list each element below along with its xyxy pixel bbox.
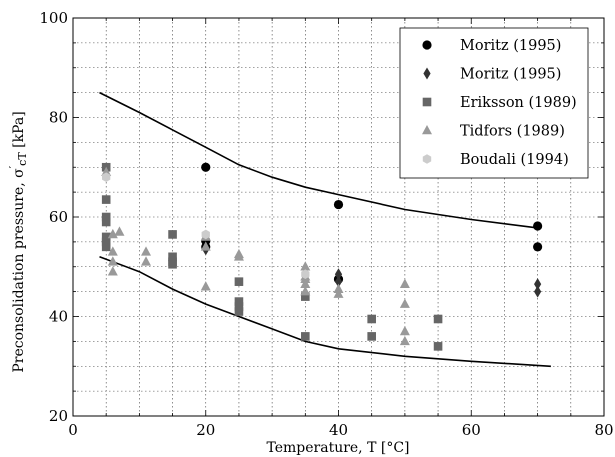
data-point-triangle (141, 246, 152, 256)
data-point-triangle (200, 281, 211, 291)
y-tick-label: 80 (49, 109, 68, 127)
data-point-circle (201, 162, 211, 172)
data-point-triangle (300, 278, 311, 288)
data-point-hexagon (102, 172, 111, 182)
data-point-triangle (333, 283, 344, 293)
x-axis-label: Temperature, T [°C] (266, 440, 409, 456)
envelope-curves (99, 91, 551, 368)
data-point-square (433, 342, 443, 351)
data-point-diamond (534, 285, 542, 298)
data-point-triangle (399, 278, 410, 288)
data-point-diamond (334, 268, 343, 281)
data-point-triangle (399, 335, 410, 346)
data-point-circle (533, 242, 543, 252)
data-point-circle (533, 221, 543, 231)
data-point-triangle (300, 261, 311, 271)
data-point-diamond (534, 278, 542, 291)
data-point-square (234, 277, 244, 286)
x-tick-label: 60 (462, 421, 481, 439)
y-tick-label: 60 (49, 208, 68, 226)
y-tick-label: 40 (49, 308, 68, 326)
data-point-square (101, 237, 111, 247)
data-point-square (367, 332, 376, 341)
data-point-square (101, 232, 111, 242)
y-axis-label: Preconsolidation pressure, σ′cT [kPa] (7, 111, 29, 372)
data-point-square (301, 332, 310, 341)
legend-label: Eriksson (1989) (460, 95, 577, 111)
lower-envelope-curve (99, 256, 551, 368)
x-tick-label: 0 (68, 421, 78, 439)
data-point-square (234, 302, 244, 311)
data-point-triangle (101, 166, 112, 177)
legend-marker-circle (422, 40, 432, 50)
data-point-triangle (300, 286, 311, 296)
data-point-square (168, 259, 177, 269)
legend-marker-square (422, 97, 432, 107)
upper-envelope-curve (99, 91, 538, 229)
data-point-triangle (399, 325, 410, 336)
grid (73, 18, 604, 416)
legend: Moritz (1995) Moritz (1995) Eriksson (1989… (399, 27, 589, 179)
data-point-hexagon (301, 269, 310, 279)
legend-marker-hexagon (422, 154, 432, 164)
y-tick-label: 100 (39, 9, 68, 27)
data-point-triangle (200, 241, 211, 251)
legend-label: Moritz (1995) (460, 38, 561, 54)
y-tick-label: 20 (49, 407, 68, 425)
x-tick-label: 80 (594, 421, 613, 439)
data-point-triangle (141, 256, 152, 266)
data-point-circle (333, 199, 344, 210)
legend-label: Tidfors (1989) (460, 124, 565, 140)
x-tick-label: 20 (196, 421, 215, 439)
data-point-hexagon (201, 229, 210, 240)
data-point-square (101, 242, 111, 252)
data-point-triangle (107, 266, 118, 276)
data-point-square (101, 212, 111, 222)
data-point-triangle (107, 228, 118, 239)
data-point-diamond (334, 275, 343, 288)
legend-label: Boudali (1994) (460, 152, 569, 168)
x-tick-label: 40 (329, 421, 348, 439)
data-point-square (168, 252, 177, 262)
data-point-triangle (107, 246, 118, 256)
data-point-square (234, 297, 244, 306)
legend-label: Moritz (1995) (460, 67, 561, 83)
data-point-square (433, 314, 443, 324)
data-point-square (301, 292, 310, 301)
data-point-square (168, 230, 177, 239)
data-point-square (234, 307, 244, 316)
data-point-triangle (333, 288, 344, 298)
data-point-square (101, 195, 111, 204)
data-point-triangle (233, 251, 244, 261)
data-point-square (367, 314, 376, 324)
legend-marker-triangle (422, 125, 432, 135)
data-point-triangle (399, 298, 410, 308)
data-point-triangle (107, 256, 118, 266)
data-points (101, 162, 543, 351)
legend-marker-diamond (423, 67, 431, 80)
legend-box (399, 27, 589, 179)
data-point-square (101, 217, 111, 227)
data-point-triangle (114, 226, 125, 236)
